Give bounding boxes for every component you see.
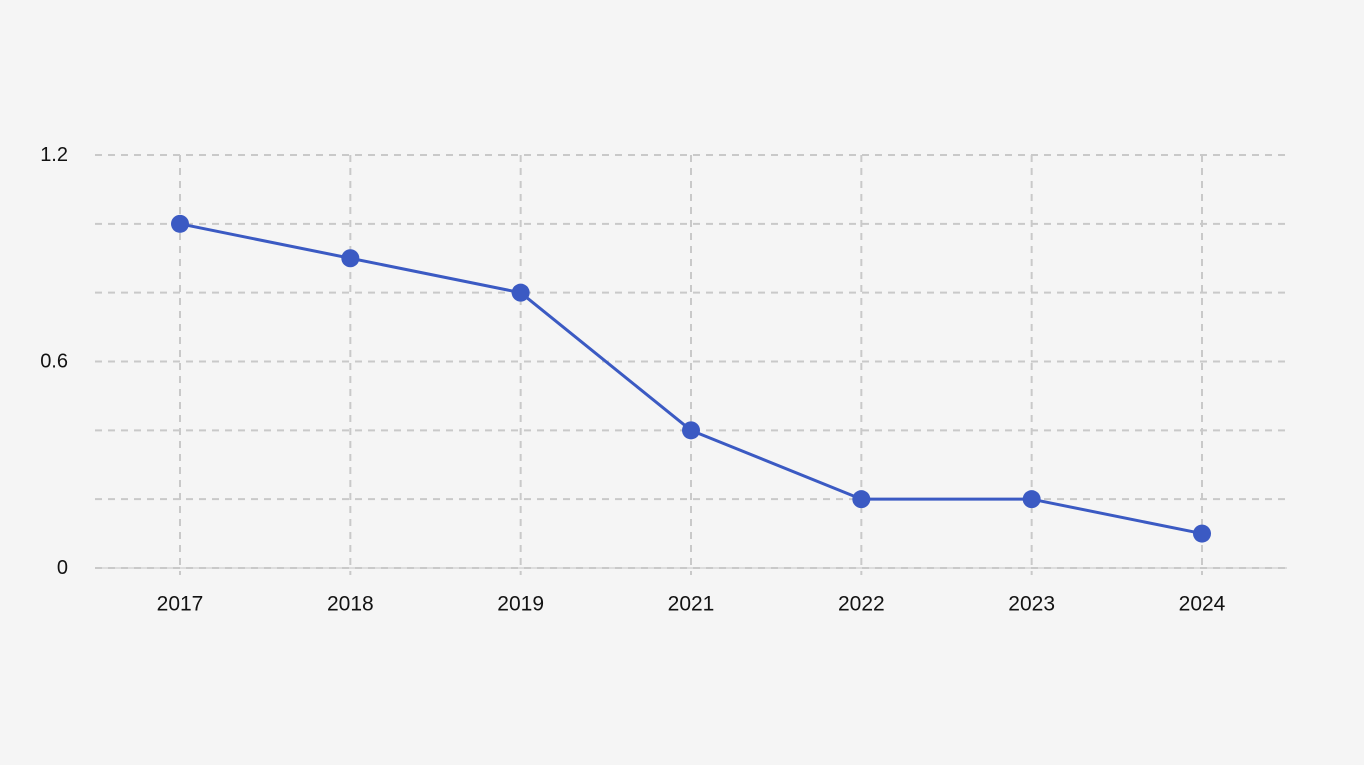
- data-point[interactable]: [1022, 490, 1041, 509]
- y-axis-tick-label: 1.2: [40, 144, 68, 166]
- x-axis-tick-label: 2023: [1008, 593, 1055, 616]
- data-point[interactable]: [852, 490, 871, 509]
- data-point[interactable]: [682, 421, 700, 440]
- data-point[interactable]: [1193, 524, 1211, 543]
- data-point[interactable]: [171, 214, 189, 233]
- x-axis-tick-label: 2021: [668, 593, 715, 616]
- x-axis-tick-label: 2019: [497, 593, 544, 616]
- x-axis-tick-label: 2024: [1179, 593, 1226, 616]
- x-axis-tick-label: 2017: [157, 593, 204, 616]
- data-point[interactable]: [511, 283, 530, 302]
- x-axis-tick-label: 2018: [327, 593, 374, 616]
- data-point[interactable]: [341, 249, 360, 268]
- y-axis-tick-label: 0.6: [40, 351, 68, 373]
- x-axis-tick-label: 2022: [838, 593, 885, 616]
- y-axis-tick-label: 0: [57, 557, 68, 579]
